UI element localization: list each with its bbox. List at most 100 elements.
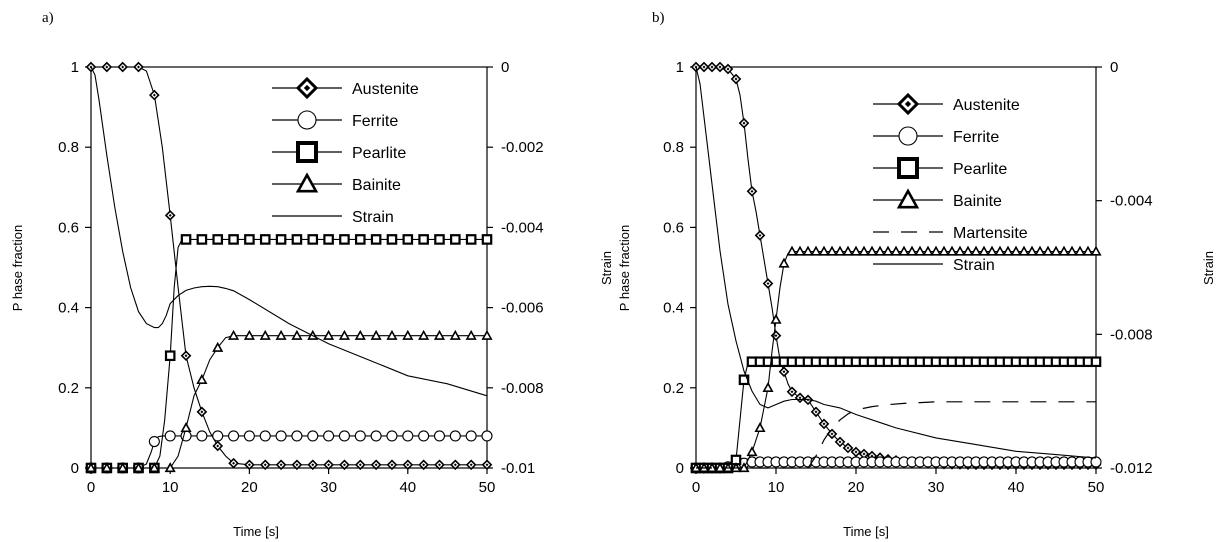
panel-b-ferrite-marker: [1090, 456, 1102, 468]
panel-a-bainite-marker: [117, 462, 129, 473]
panel-a-pearlite-marker: [450, 234, 461, 245]
panel-b-bainite-marker: [714, 462, 726, 473]
panel-b-bainite-marker: [882, 245, 894, 256]
panel-b-bainite-marker: [1018, 245, 1030, 256]
panel-a-ferrite-marker: [386, 430, 398, 442]
panel-a-pearlite-marker: [275, 234, 287, 245]
panel-b-bainite-marker: [962, 245, 974, 256]
panel-b-bainite-marker: [946, 245, 958, 256]
panel-b-y-tick-label: 0.8: [663, 139, 684, 156]
panel-b-bainite-marker: [866, 245, 878, 256]
panel-a-legend-pearlite-marker: [296, 141, 318, 163]
panel-b-y-tick-label: 0.4: [663, 300, 684, 317]
panel-a-legend-pearlite-label: Pearlite: [352, 145, 406, 162]
panel-a-bainite-marker: [386, 329, 398, 340]
panel-a-ferrite-marker: [228, 430, 240, 442]
panel-a-y2-tick-label: -0.002: [501, 139, 544, 156]
panel-b-bainite-marker: [898, 245, 910, 256]
panel-a-x-axis-label: Time [s]: [233, 524, 279, 539]
panel-a-ferrite-marker: [370, 430, 382, 442]
panel-b-y2-tick-label: -0.004: [1110, 193, 1153, 210]
panel-a-bainite-marker: [338, 329, 350, 340]
panel-a-legend-ferrite-marker: [297, 110, 317, 130]
panel-b-pearlite-marker: [1090, 356, 1102, 368]
panel-a-pearlite-marker: [212, 234, 224, 245]
panel-b-label: b): [652, 10, 665, 26]
panel-b-bainite-marker: [978, 245, 990, 256]
panel-a-ferrite-marker: [354, 430, 366, 442]
panel-b-bainite-marker: [930, 245, 942, 256]
panel-b-legend-ferrite-marker: [898, 126, 918, 146]
panel-b-bainite-marker: [1058, 245, 1070, 256]
panel-a-y-tick-label: 1: [71, 59, 79, 76]
panel-a-bainite-marker: [370, 329, 382, 340]
panel-a-y2-tick-label: -0.004: [501, 219, 544, 236]
panel-a-x-tick-label: 40: [399, 479, 416, 496]
panel-a-pearlite-marker: [323, 234, 334, 245]
panel-b-bainite-marker: [802, 245, 814, 256]
panel-a-bainite-marker: [433, 329, 446, 340]
panel-a-bainite-marker: [196, 373, 208, 384]
panel-b-y-axis-label: P hase fraction: [617, 225, 632, 311]
panel-a-ferrite-marker: [449, 430, 461, 442]
panel-b-legend-martensite-label: Martensite: [953, 225, 1028, 242]
panel-b-bainite-marker: [906, 245, 918, 256]
panel-b-x-tick-label: 0: [692, 479, 700, 496]
panel-a-label: a): [42, 10, 54, 26]
panel-b-bainite-marker: [746, 446, 758, 457]
panel-a-legend-strain-label: Strain: [352, 209, 394, 226]
panel-a-y-tick-label: 0.2: [58, 380, 79, 397]
panel-b-pearlite-marker: [738, 374, 750, 386]
panel-a-strain-line: [90, 66, 488, 397]
panel-a-x-tick-label: 50: [479, 479, 496, 496]
panel-a-bainite-marker: [101, 462, 113, 473]
panel-a-ferrite-marker: [259, 430, 271, 442]
panel-b-bainite-marker: [1010, 245, 1022, 256]
panel-a-plot-area: 0 10 20 30 40 50 0 0.2 0.4 0.6 0.8 1 -0.01 -0.008 -0.0…: [58, 59, 543, 496]
panel-a-x-tick-label: 10: [162, 479, 179, 496]
panel-a-bainite-marker: [212, 341, 224, 352]
panel-a-legend-ferrite-label: Ferrite: [352, 113, 398, 130]
panel-a: a) 0 10 20 30 40 50 0 0.2 0.4 0.6 0.8 1 -0.01 -0.008 -…: [10, 10, 544, 539]
panel-b-bainite-marker: [786, 245, 798, 256]
panel-b-bainite-marker: [986, 245, 998, 256]
panel-a-ferrite-marker: [323, 430, 335, 442]
panel-a-bainite-marker: [449, 329, 461, 340]
panel-b-y-tick-label: 0: [676, 460, 684, 477]
panel-b-bainite-marker: [914, 245, 926, 256]
panel-a-pearlite-marker: [244, 234, 255, 245]
panel-b-bainite-marker: [754, 422, 766, 433]
panel-b-bainite-marker: [810, 245, 822, 256]
panel-b-bainite-marker: [1090, 245, 1102, 256]
panel-b-bainite-marker: [922, 245, 934, 256]
panel-a-x-tick-label: 30: [320, 479, 337, 496]
panel-a-bainite-marker: [148, 462, 160, 473]
panel-a-austenite-line: [91, 66, 487, 466]
panel-b-bainite-marker: [890, 245, 902, 256]
panel-a-pearlite-marker: [291, 234, 303, 245]
panel-a-ferrite-marker: [212, 430, 224, 442]
panel-a-pearlite-marker: [418, 234, 429, 245]
panel-a-bainite-marker: [275, 329, 287, 340]
panel-a-y-tick-label: 0.8: [58, 139, 79, 156]
panel-b-bainite-marker: [794, 245, 806, 256]
panel-a-bainite-marker: [354, 329, 366, 340]
panel-b-bainite-marker: [762, 381, 774, 392]
panel-a-pearlite-marker: [228, 234, 239, 245]
panel-a-ferrite-marker: [148, 435, 160, 448]
panel-a-bainite-marker: [418, 329, 430, 340]
panel-b-bainite-marker: [826, 245, 838, 256]
panel-b-bainite-marker: [850, 245, 862, 256]
panel-a-bainite-marker: [291, 329, 303, 340]
panel-a-pearlite-marker: [339, 234, 350, 245]
panel-b-y2-tick-label: 0: [1110, 59, 1118, 76]
panel-b-legend-strain-label: Strain: [953, 257, 995, 274]
panel-a-pearlite-marker: [259, 234, 271, 245]
panel-b-x-tick-label: 20: [848, 479, 865, 496]
panel-b-legend-pearlite-label: Pearlite: [953, 161, 1007, 178]
panel-a-pearlite-marker: [164, 350, 176, 362]
panel-a-ferrite-marker: [418, 430, 430, 442]
panel-b-austenite-line: [696, 66, 1096, 466]
panel-b-bainite-marker: [938, 245, 950, 256]
